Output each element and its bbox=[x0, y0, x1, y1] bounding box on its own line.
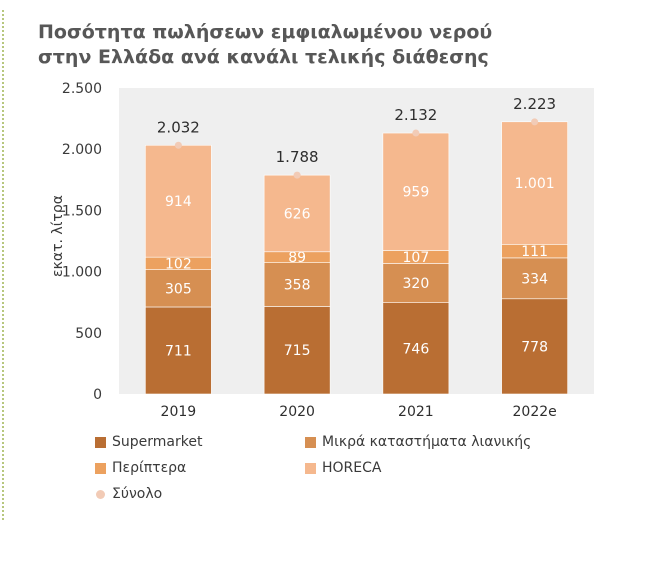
total-marker-1 bbox=[293, 171, 301, 179]
total-marker-2 bbox=[412, 129, 420, 137]
y-axis-title: εκατ. λίτρα bbox=[50, 195, 66, 277]
legend-item-supermarket: Supermarket bbox=[95, 434, 202, 450]
bar-value-label-0-2: 746 bbox=[403, 341, 430, 357]
bar-segment-0-0 bbox=[145, 306, 212, 395]
legend-label-total: Σύνολο bbox=[112, 486, 163, 502]
y-tick-label-3: 1.500 bbox=[62, 203, 102, 219]
bar-segment-1-2 bbox=[382, 263, 450, 303]
legend-swatch-small-retail bbox=[305, 436, 316, 448]
legend-item-small-retail: Μικρά καταστήματα λιανικής bbox=[305, 434, 531, 450]
bar-segment-0-1 bbox=[263, 306, 331, 395]
legend-label-horeca: HORECA bbox=[322, 460, 382, 476]
x-tick-label-1: 2020 bbox=[279, 404, 315, 420]
total-value-label-2: 2.132 bbox=[394, 106, 437, 124]
bar-segment-1-1 bbox=[263, 262, 331, 307]
bar-segment-1-3 bbox=[501, 257, 568, 300]
legend-marker-total bbox=[96, 489, 105, 499]
total-value-label-3: 2.223 bbox=[513, 95, 556, 113]
total-marker-0 bbox=[174, 141, 182, 149]
bar-value-label-1-1: 358 bbox=[284, 278, 311, 294]
legend-label-small-retail: Μικρά καταστήματα λιανικής bbox=[322, 434, 532, 450]
x-tick-label-3: 2022e bbox=[513, 404, 557, 420]
total-value-label-1: 1.788 bbox=[276, 148, 319, 166]
x-tick-label-2: 2021 bbox=[398, 404, 434, 420]
bar-value-label-0-3: 778 bbox=[521, 339, 548, 355]
bar-value-label-3-0: 914 bbox=[165, 194, 192, 210]
legend-swatch-kiosks bbox=[95, 462, 106, 474]
chart-title-line-1: Ποσότητα πωλήσεων εμφιαλωμένου νερού bbox=[38, 21, 493, 43]
bar-segment-0-2 bbox=[382, 302, 450, 395]
bar-value-label-2-3: 111 bbox=[521, 244, 548, 260]
bar-value-label-0-1: 715 bbox=[284, 343, 311, 359]
bar-segment-0-3 bbox=[501, 298, 568, 395]
y-tick-label-4: 2.000 bbox=[62, 142, 102, 158]
legend-item-kiosks: Περίπτερα bbox=[95, 460, 186, 476]
chart-title: Ποσότητα πωλήσεων εμφιαλωμένου νερού στη… bbox=[38, 20, 598, 70]
y-tick-label-0: 0 bbox=[93, 387, 102, 403]
legend-item-horeca: HORECA bbox=[305, 460, 381, 476]
bar-segment-3-0 bbox=[145, 144, 212, 258]
bar-value-label-3-3: 1.001 bbox=[515, 176, 555, 192]
x-tick-label-0: 2019 bbox=[161, 404, 197, 420]
total-marker-3 bbox=[531, 118, 539, 126]
bar-value-label-2-2: 107 bbox=[403, 250, 430, 266]
y-tick-label-1: 500 bbox=[75, 326, 102, 342]
left-dotted-rule bbox=[2, 10, 4, 520]
bar-value-label-1-3: 334 bbox=[521, 271, 548, 287]
legend-swatch-supermarket bbox=[95, 436, 106, 448]
legend-label-supermarket: Supermarket bbox=[112, 434, 203, 450]
bar-value-label-0-0: 711 bbox=[165, 343, 192, 359]
bar-segment-3-2 bbox=[382, 132, 450, 251]
bar-value-label-2-0: 102 bbox=[165, 256, 192, 272]
bar-segment-3-1 bbox=[263, 174, 331, 253]
y-tick-label-2: 1.000 bbox=[62, 265, 102, 281]
bar-value-label-1-2: 320 bbox=[403, 276, 430, 292]
total-value-label-0: 2.032 bbox=[157, 118, 200, 136]
legend-label-kiosks: Περίπτερα bbox=[112, 460, 187, 476]
bar-value-label-2-1: 89 bbox=[288, 250, 306, 266]
bar-value-label-3-2: 959 bbox=[403, 185, 430, 201]
bar-value-label-1-0: 305 bbox=[165, 281, 192, 297]
y-tick-label-5: 2.500 bbox=[62, 81, 102, 97]
bar-segment-1-0 bbox=[145, 269, 212, 308]
chart-title-line-2: στην Ελλάδα ανά κανάλι τελικής διάθεσης bbox=[38, 46, 489, 68]
bar-value-label-3-1: 626 bbox=[284, 206, 311, 222]
legend-swatch-horeca bbox=[305, 462, 316, 474]
legend-item-total: Σύνολο bbox=[95, 486, 162, 502]
